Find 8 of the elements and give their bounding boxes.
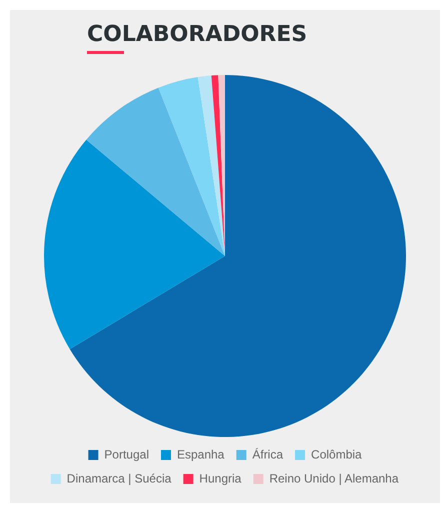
legend-label: Espanha	[176, 447, 225, 462]
chart-title: COLABORADORES	[87, 22, 308, 47]
legend-label: África	[252, 447, 284, 462]
legend-label: Portugal	[104, 447, 149, 462]
legend-label: Reino Unido | Alemanha	[269, 471, 399, 486]
legend-label: Dinamarca | Suécia	[66, 471, 172, 486]
legend-label: Colômbia	[311, 447, 362, 462]
legend-label: Hungria	[199, 471, 242, 486]
